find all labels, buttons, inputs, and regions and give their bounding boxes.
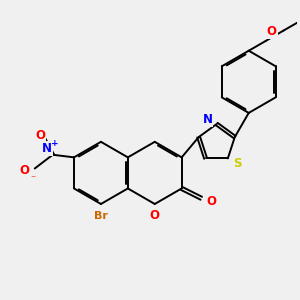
Text: N: N xyxy=(42,142,52,155)
Text: ⁻: ⁻ xyxy=(31,174,36,184)
Text: S: S xyxy=(233,157,241,170)
Text: +: + xyxy=(51,140,58,148)
Text: O: O xyxy=(19,164,29,177)
Text: O: O xyxy=(35,129,45,142)
Text: O: O xyxy=(267,25,277,38)
Text: Br: Br xyxy=(94,212,108,221)
Text: O: O xyxy=(150,209,160,222)
Text: O: O xyxy=(206,195,216,208)
Text: N: N xyxy=(202,112,212,126)
